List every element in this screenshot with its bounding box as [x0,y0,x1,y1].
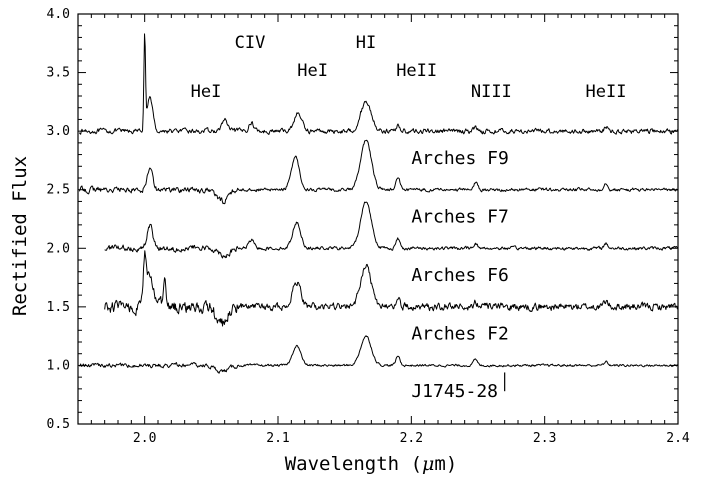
y-axis-label: Rectified Flux [9,156,31,316]
plot-border [77,13,679,425]
spectrum-line [79,335,679,374]
x-tick-label: 2.1 [266,431,289,446]
series-label: Arches F6 [411,265,509,286]
series-label: Arches F7 [411,207,509,228]
series-label: Arches F2 [411,324,509,345]
spectrum-line [104,201,679,259]
spectrum-line [78,33,679,136]
y-tick-label: 0.5 [47,417,70,432]
x-tick-label: 2.0 [133,431,156,446]
x-axis-label: Wavelength (μm) [285,453,458,475]
y-tick-label: 1.0 [47,358,70,373]
y-tick-label: 3.5 [47,66,70,81]
line-annotation: CIV [235,33,266,53]
line-annotation: HeII [396,61,437,81]
y-tick-label: 2.5 [47,183,70,198]
plot-area [77,13,679,425]
tick-layer: 2.0 2.1 2.2 2.3 2.4 0.5 1.0 1.5 2.0 2.5 3.0 3.5 4.0 [47,7,690,446]
y-tick-label: 2.0 [47,241,70,256]
spectrum-line [78,139,679,205]
series-layer [78,33,679,374]
y-tick-label: 4.0 [47,7,70,22]
x-tick-label: 2.4 [666,431,690,446]
line-annotation: HeII [586,82,627,102]
line-annotation: HeI [297,61,328,81]
annotation-layer: CIV HI HeI HeI HeII NIII HeII Arches F9 Arches F… [191,33,627,402]
y-tick-label: 1.5 [47,300,70,315]
series-label: Arches F9 [411,148,509,169]
x-tick-label: 2.3 [533,431,556,446]
spectrum-line [104,250,679,327]
line-annotation: HeI [191,82,222,102]
y-tick-label: 3.0 [47,124,70,139]
line-annotation: HI [356,33,376,53]
line-annotation: NIII [471,82,512,102]
x-tick-label: 2.2 [400,431,423,446]
marker-label: J1745-28 [411,381,498,402]
